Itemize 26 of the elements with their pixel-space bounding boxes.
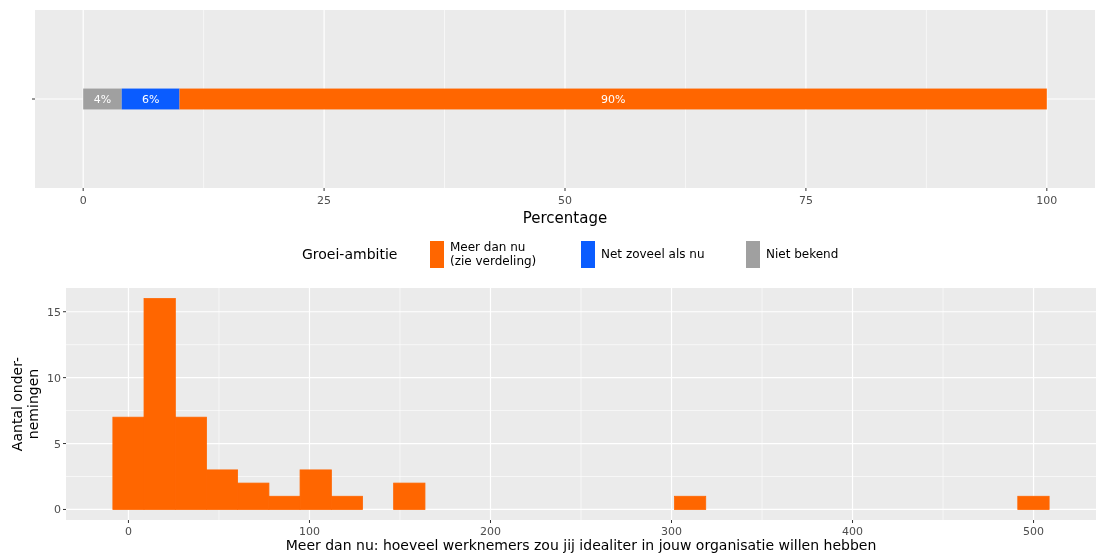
- bar: [179, 88, 1047, 110]
- x-tick-label: 200: [479, 525, 501, 538]
- y-axis-title: Aantal onder- nemingen: [9, 356, 42, 452]
- x-tick-label: 500: [1023, 525, 1045, 538]
- data-label: 90%: [600, 93, 626, 106]
- legend-label: Niet bekend: [766, 247, 839, 261]
- y-tick-label: 5: [54, 437, 61, 451]
- x-tick-label: 75: [798, 194, 813, 207]
- y-tick-label: 10: [47, 371, 61, 385]
- x-axis-title: Percentage: [522, 209, 608, 227]
- legend-label: Meer dan nu (zie verdeling): [450, 240, 537, 268]
- y-tick-label: 0: [54, 503, 61, 517]
- x-tick-label: 300: [661, 525, 683, 538]
- legend-title: Groei-ambitie: [302, 246, 398, 262]
- x-tick-label: 100: [1036, 194, 1058, 207]
- legend-label: Net zoveel als nu: [601, 247, 705, 261]
- y-tick-label: 15: [47, 305, 61, 319]
- x-tick-label: 100: [298, 525, 320, 538]
- x-axis-title: Meer dan nu: hoeveel werknemers zou jij idealiter in jouw organisatie willen hebben: [285, 537, 877, 553]
- data-label: 6%: [141, 93, 160, 106]
- x-tick-label: 0: [124, 525, 132, 538]
- x-tick-label: 25: [317, 194, 332, 207]
- x-tick-label: 50: [558, 194, 572, 207]
- x-tick-label: 400: [842, 525, 864, 538]
- x-tick-label: 0: [79, 194, 87, 207]
- data-label: 4%: [93, 93, 112, 106]
